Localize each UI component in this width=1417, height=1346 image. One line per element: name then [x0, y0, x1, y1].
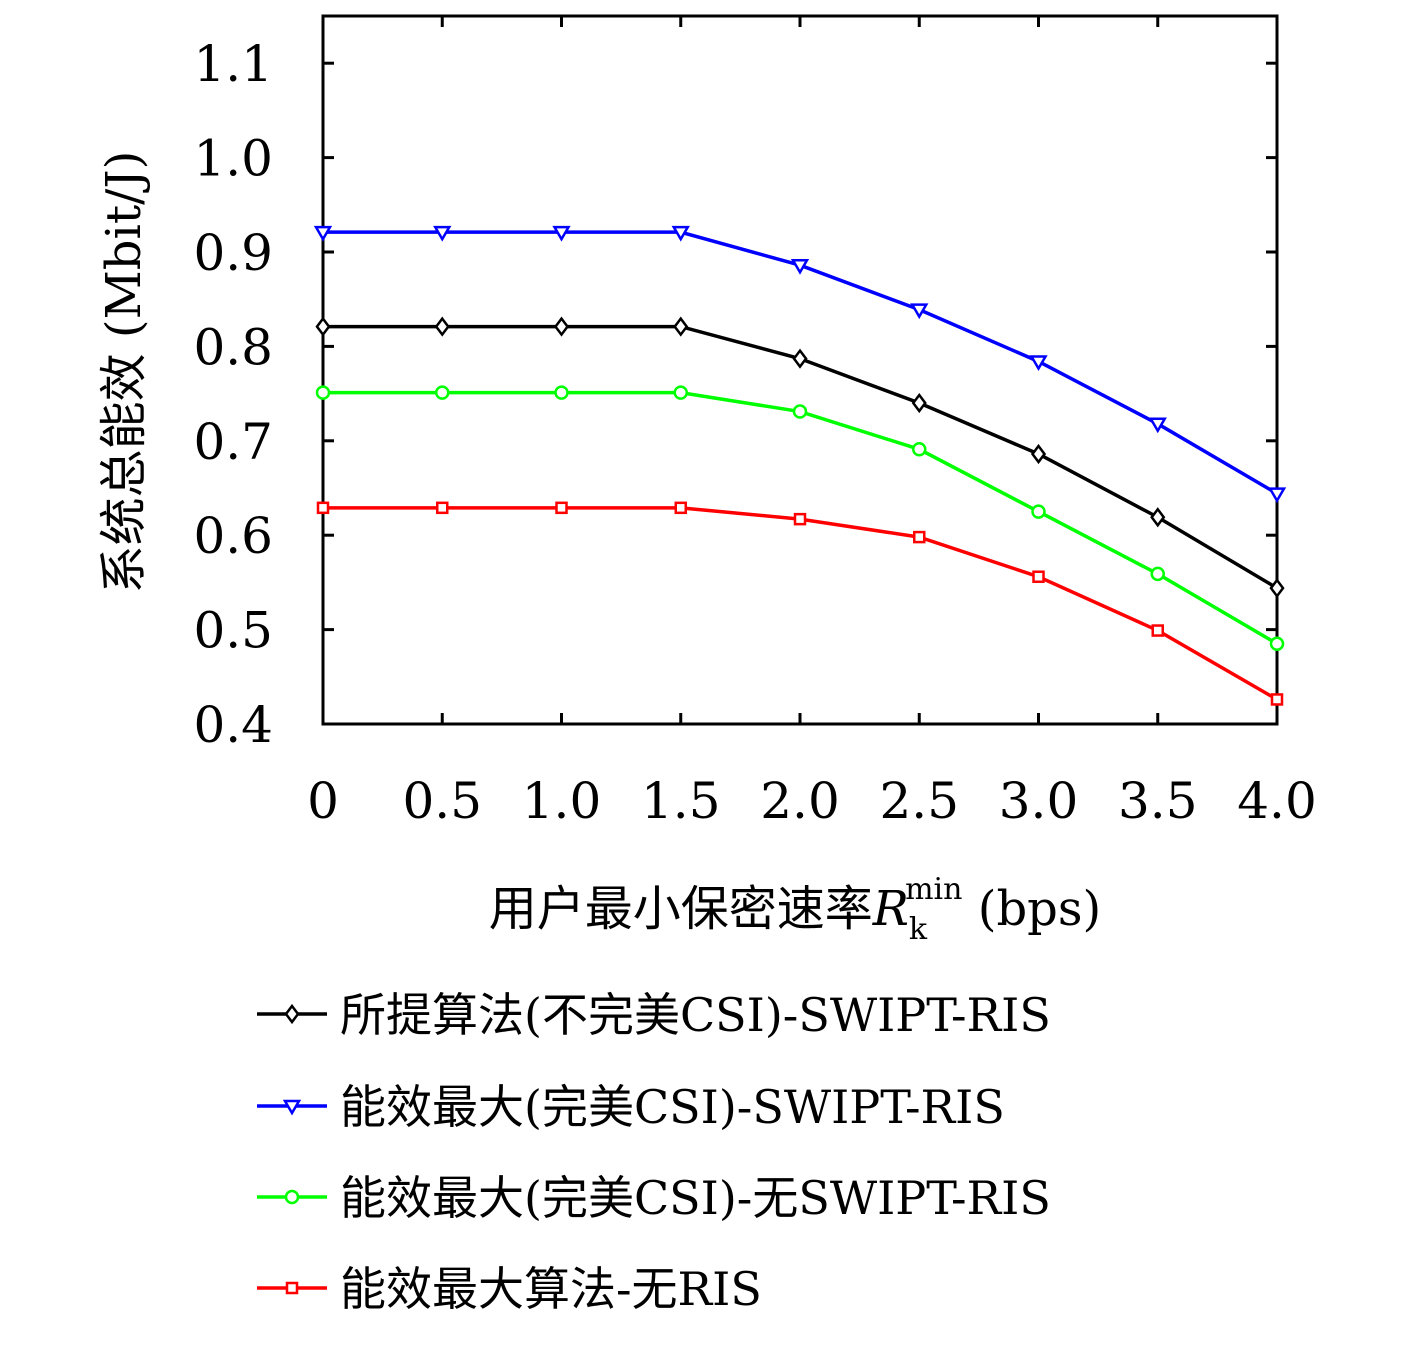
data-point	[793, 512, 807, 526]
data-point	[1148, 417, 1167, 434]
data-point	[1032, 570, 1045, 583]
data-point	[911, 392, 927, 414]
y-tick-label: 1.0	[193, 130, 273, 188]
data-point	[1031, 504, 1046, 519]
data-point	[315, 385, 331, 400]
data-point	[1030, 443, 1047, 465]
plot-area	[321, 14, 1279, 726]
x-axis-label-subscript: k	[909, 912, 928, 947]
y-axis: 0.4 0.5 0.6 0.7 0.8 0.9 1.0 1.1	[193, 35, 1277, 754]
x-axis-label-unit: (bps)	[962, 881, 1101, 937]
legend-item-2: 能效最大(完美CSI)-无SWIPT-RIS	[257, 1171, 1051, 1225]
data-point	[1150, 566, 1165, 582]
x-axis-label: 用户最小保密速率Rk min (bps)	[489, 872, 1102, 947]
data-point	[792, 348, 808, 369]
data-point	[673, 316, 689, 337]
y-tick-label: 0.9	[193, 224, 273, 282]
data-point	[792, 404, 808, 419]
series-3	[316, 501, 1284, 706]
series-0	[315, 316, 1285, 599]
data-point	[555, 501, 568, 515]
series-group	[313, 225, 1287, 706]
x-tick-label: 1.0	[522, 772, 602, 830]
legend-marker	[284, 1189, 300, 1205]
legend-item-0: 所提算法(不完美CSI)-SWIPT-RIS	[257, 988, 1051, 1042]
legend-item-1: 能效最大(完美CSI)-SWIPT-RIS	[257, 1080, 1005, 1134]
data-point	[433, 225, 452, 242]
x-tick-label: 0.5	[402, 772, 482, 830]
x-axis-label-symbol: R	[872, 881, 909, 937]
x-tick-label: 0	[307, 772, 339, 830]
data-point	[1151, 624, 1164, 637]
y-tick-label: 0.8	[193, 318, 273, 376]
data-point	[673, 385, 688, 400]
plot-frame	[321, 14, 1279, 726]
y-tick-label: 0.6	[193, 507, 273, 565]
legend-marker	[285, 1281, 299, 1295]
data-point	[674, 501, 687, 515]
x-axis-label-superscript: min	[905, 872, 962, 907]
data-point	[553, 316, 570, 337]
x-tick-label: 3.0	[999, 772, 1079, 830]
x-tick-label: 3.5	[1118, 772, 1198, 830]
data-point	[1150, 507, 1166, 528]
legend-label: 能效最大(完美CSI)-无SWIPT-RIS	[340, 1171, 1051, 1225]
data-point	[315, 316, 331, 337]
legend-label: 能效最大算法-无RIS	[340, 1262, 762, 1316]
data-point	[434, 316, 450, 337]
data-point	[1270, 693, 1284, 706]
series-2	[315, 385, 1285, 652]
legend-label: 所提算法(不完美CSI)-SWIPT-RIS	[340, 988, 1051, 1042]
y-tick-label: 0.5	[193, 602, 273, 660]
series-line	[323, 506, 1278, 701]
data-point	[316, 501, 330, 515]
data-point	[1267, 487, 1287, 504]
legend: 所提算法(不完美CSI)-SWIPT-RIS 能效最大(完美CSI)-SWIPT-…	[257, 988, 1051, 1316]
y-tick-label: 0.4	[193, 696, 273, 754]
y-tick-label: 0.7	[193, 413, 273, 471]
data-point	[790, 258, 810, 275]
legend-marker	[284, 1003, 300, 1025]
y-tick-label: 1.1	[193, 35, 273, 93]
y-axis-label: 系统总能效 (Mbit/J)	[96, 151, 152, 594]
x-tick-label: 2.0	[760, 772, 840, 830]
data-point	[313, 225, 333, 242]
x-axis-label-text: 用户最小保密速率	[489, 881, 873, 937]
data-point	[1269, 636, 1285, 652]
x-axis: 0 0.5 1.0 1.5 2.0 2.5 3.0 3.5 4.0	[307, 16, 1317, 830]
x-tick-label: 4.0	[1237, 772, 1317, 830]
series-1	[313, 225, 1287, 504]
data-point	[912, 442, 927, 457]
data-point	[1269, 577, 1285, 599]
x-tick-label: 2.5	[879, 772, 959, 830]
x-tick-label: 1.5	[641, 772, 721, 830]
data-point	[552, 225, 571, 242]
data-point	[435, 385, 450, 400]
legend-marker	[282, 1099, 302, 1116]
data-point	[913, 530, 926, 544]
legend-label: 能效最大(完美CSI)-SWIPT-RIS	[340, 1080, 1005, 1134]
data-point	[671, 225, 690, 242]
data-point	[436, 501, 449, 515]
data-point	[910, 303, 929, 320]
data-point	[1029, 355, 1048, 371]
data-point	[554, 385, 569, 400]
legend-item-3: 能效最大算法-无RIS	[257, 1262, 762, 1316]
